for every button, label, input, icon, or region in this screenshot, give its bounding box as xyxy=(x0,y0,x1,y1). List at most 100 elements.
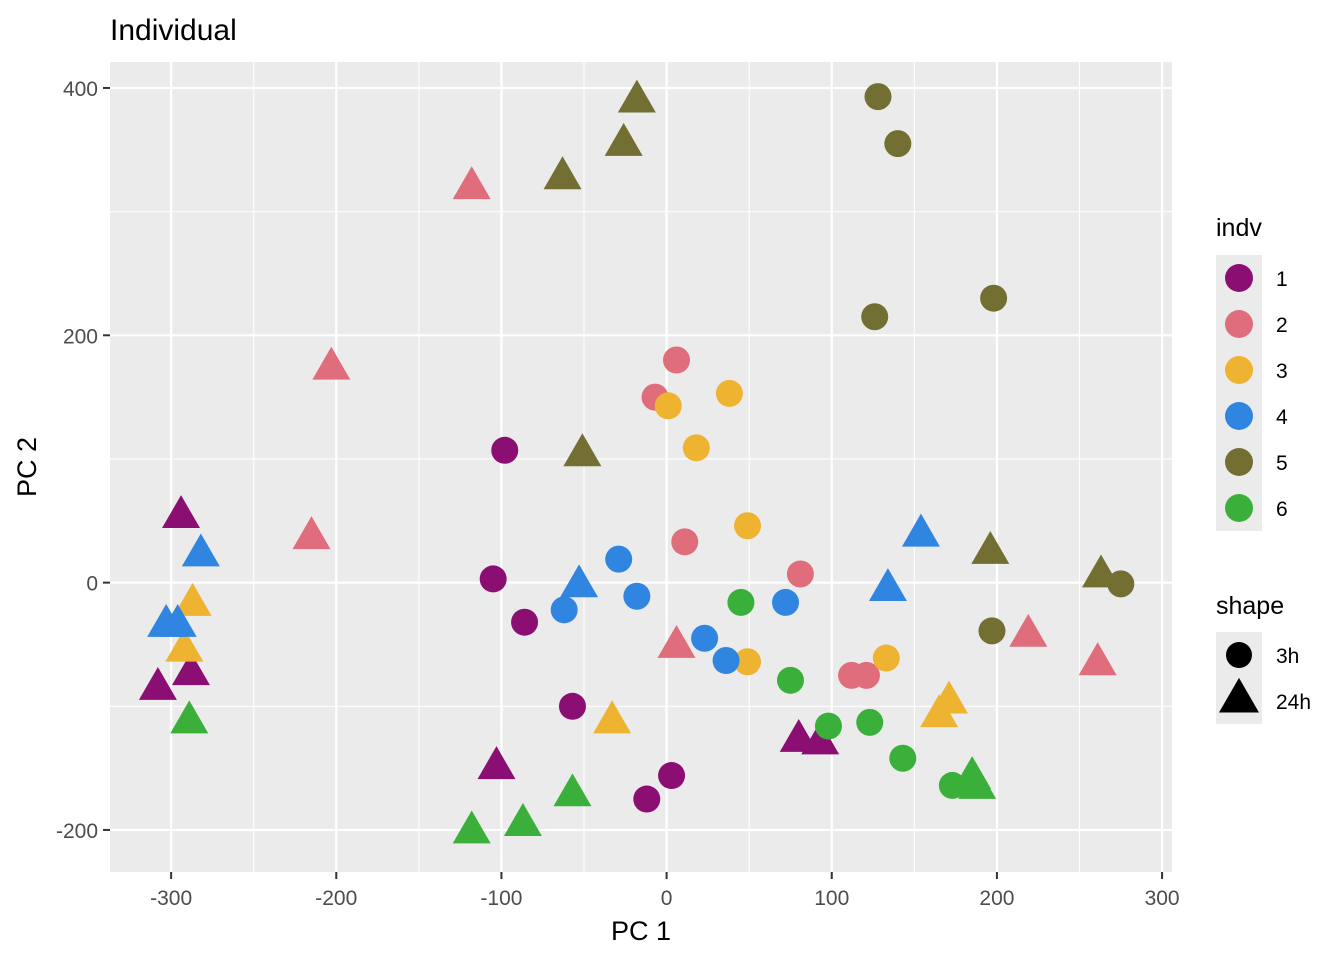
legend-shape-key-circle xyxy=(1226,642,1252,668)
point-indv-1-3h xyxy=(491,436,519,464)
point-indv-4-24h xyxy=(158,603,197,637)
x-tick-label: 100 xyxy=(814,887,849,910)
point-indv-3-3h xyxy=(872,644,900,672)
point-indv-1-24h xyxy=(171,652,210,686)
legend-shape-label-3h: 3h xyxy=(1276,645,1299,668)
legend-color-key-2 xyxy=(1225,310,1253,338)
y-tick-label: 400 xyxy=(63,78,98,101)
x-tick-label: -100 xyxy=(480,887,522,910)
point-indv-5-24h xyxy=(617,79,656,113)
point-indv-6-3h xyxy=(856,708,884,736)
legend-shape: shape 3h 24h xyxy=(1216,592,1311,724)
point-indv-1-3h xyxy=(658,762,686,790)
legend-color-key-4 xyxy=(1225,402,1253,430)
chart-title: Individual xyxy=(110,14,237,47)
point-indv-5-24h xyxy=(604,122,643,156)
legend-color-title: indv xyxy=(1216,214,1262,242)
point-indv-1-24h xyxy=(801,721,840,755)
legend-color-key-1 xyxy=(1225,264,1253,292)
point-indv-5-3h xyxy=(864,83,892,111)
legend-color-keys-bg xyxy=(1216,255,1262,531)
point-indv-5-3h xyxy=(980,284,1008,312)
legend-shape-key-triangle xyxy=(1219,677,1259,713)
point-indv-5-3h xyxy=(861,303,889,331)
point-indv-4-24h xyxy=(560,564,599,598)
point-indv-2-24h xyxy=(657,624,696,658)
point-indv-1-24h xyxy=(162,495,201,529)
x-tick-label: 300 xyxy=(1145,887,1180,910)
point-indv-4-24h xyxy=(181,533,220,567)
point-indv-5-24h xyxy=(543,156,582,190)
point-indv-3-24h xyxy=(165,628,204,662)
y-axis: -200 0 200 400 xyxy=(56,78,110,843)
x-axis-title: PC 1 xyxy=(611,916,671,946)
point-indv-4-24h xyxy=(868,568,907,602)
point-indv-4-3h xyxy=(605,545,633,573)
point-indv-1-24h xyxy=(477,746,516,780)
legend-color-key-3 xyxy=(1225,356,1253,384)
x-tick-label: -300 xyxy=(150,887,192,910)
point-indv-5-24h xyxy=(563,433,602,467)
point-indv-6-24h xyxy=(958,765,997,799)
point-indv-3-24h xyxy=(593,700,632,734)
point-indv-1-3h xyxy=(511,608,539,636)
point-indv-6-3h xyxy=(814,712,842,740)
point-indv-6-3h xyxy=(938,771,966,799)
point-indv-4-3h xyxy=(772,588,800,616)
legend-color-label-4: 4 xyxy=(1276,406,1288,429)
point-indv-3-24h xyxy=(173,582,212,616)
legend-shape-label-24h: 24h xyxy=(1276,691,1311,714)
legend-color: indv 1 2 3 4 5 6 xyxy=(1216,214,1288,531)
point-indv-2-24h xyxy=(452,166,491,200)
x-tick-label: 0 xyxy=(661,887,673,910)
point-indv-1-3h xyxy=(558,692,586,720)
point-indv-3-3h xyxy=(734,648,762,676)
data-points xyxy=(138,79,1135,844)
point-indv-2-3h xyxy=(671,528,699,556)
point-indv-4-3h xyxy=(550,596,578,624)
point-indv-6-3h xyxy=(727,588,755,616)
point-indv-1-24h xyxy=(138,667,177,700)
y-tick-label: -200 xyxy=(56,820,98,843)
legend-shape-title: shape xyxy=(1216,592,1284,620)
point-indv-6-3h xyxy=(889,744,917,772)
point-indv-4-3h xyxy=(691,624,719,652)
point-indv-6-24h xyxy=(503,803,542,836)
point-indv-3-3h xyxy=(682,434,710,462)
point-indv-2-3h xyxy=(663,346,691,374)
point-indv-3-3h xyxy=(715,379,743,407)
legend-color-label-5: 5 xyxy=(1276,452,1288,475)
point-indv-3-3h xyxy=(654,392,682,420)
point-indv-2-3h xyxy=(786,560,814,588)
point-indv-2-24h xyxy=(1009,613,1048,647)
point-indv-3-24h xyxy=(920,694,959,728)
point-indv-4-24h xyxy=(901,513,940,547)
point-indv-6-24h xyxy=(553,773,592,807)
point-indv-6-24h xyxy=(452,810,491,844)
legend-color-label-6: 6 xyxy=(1276,498,1288,521)
point-indv-2-24h xyxy=(312,346,351,380)
minor-gridlines xyxy=(110,62,1172,872)
legend-color-key-6 xyxy=(1225,494,1253,522)
point-indv-3-3h xyxy=(734,512,762,540)
point-indv-1-3h xyxy=(479,565,507,593)
point-indv-5-3h xyxy=(884,130,912,158)
point-indv-5-3h xyxy=(978,617,1006,645)
x-tick-label: -200 xyxy=(315,887,357,910)
point-indv-5-3h xyxy=(1107,570,1135,598)
y-tick-label: 200 xyxy=(63,325,98,348)
legend-color-label-3: 3 xyxy=(1276,360,1288,383)
point-indv-5-24h xyxy=(971,530,1010,564)
point-indv-2-24h xyxy=(1078,642,1117,676)
legend-color-label-2: 2 xyxy=(1276,314,1288,337)
point-indv-5-24h xyxy=(1081,554,1120,588)
y-axis-title: PC 2 xyxy=(12,437,42,497)
point-indv-1-3h xyxy=(633,785,661,813)
plot-panel xyxy=(110,62,1172,872)
legend-color-label-1: 1 xyxy=(1276,268,1288,291)
x-axis: -300 -200 -100 0 100 200 300 xyxy=(150,872,1180,910)
legend-color-key-5 xyxy=(1225,448,1253,476)
x-tick-label: 200 xyxy=(979,887,1014,910)
